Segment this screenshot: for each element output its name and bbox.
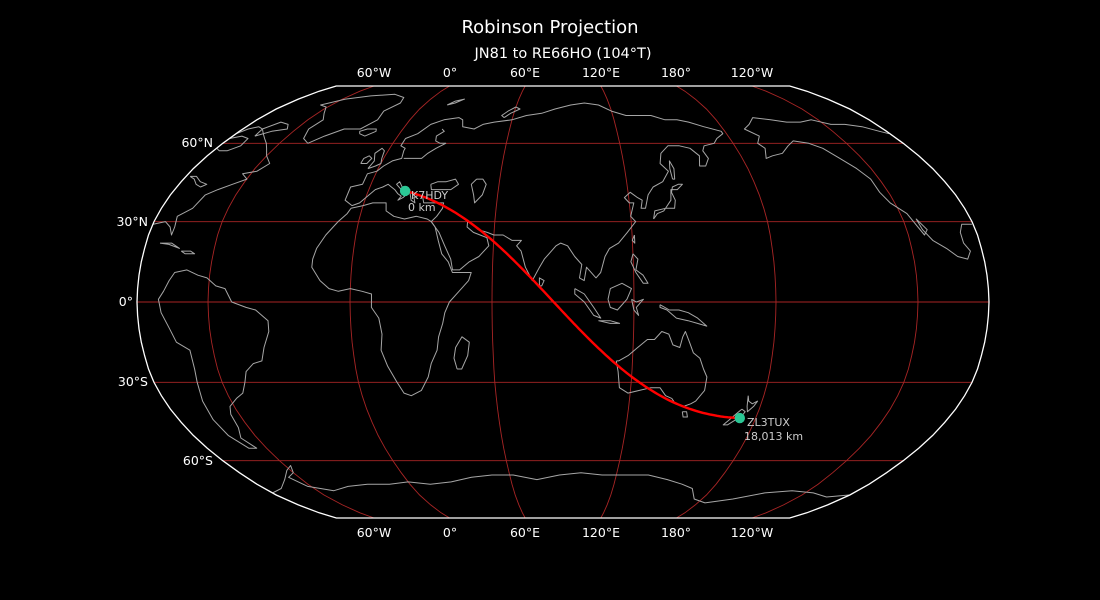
marker-from [399,185,411,197]
coastline-path [607,282,632,311]
from-distance-label: 0 km [408,201,436,214]
bottom-longitude-axis: 60°W 0° 60°E 120°E 180° 120°W [357,525,773,540]
lat-label-60n: 60°N [181,135,213,150]
coastline-path [615,331,708,407]
coastline-path [653,183,683,220]
coastline-path [311,202,472,397]
lat-label-60s: 60°S [183,453,213,468]
coastline-path [180,250,196,255]
coastline-path [360,155,373,164]
coastline-path [630,253,649,284]
latitude-axis: 60°N 30°N 0° 30°S 60°S [116,135,213,468]
meridian-line [207,85,375,519]
from-callsign-label: K7HDY [411,189,448,202]
coastline-path [303,93,405,144]
bottom-axis-label-0: 0° [443,525,457,540]
top-axis-label-60w: 60°W [357,65,392,80]
coastline-path [743,117,972,260]
coastline-path [722,408,746,426]
coastline-path [254,121,289,137]
coastline-path [538,277,545,287]
bottom-axis-label-60w: 60°W [357,525,392,540]
map-outline [136,85,990,519]
coastline-path [631,298,644,316]
top-longitude-axis: 60°W 0° 60°E 120°E 180° 120°W [357,65,773,80]
meridian-line [751,85,919,519]
top-axis-label-120w: 120°W [731,65,773,80]
coastline-path [216,135,249,152]
top-axis-label-120e: 120°E [582,65,620,80]
coastline-path [598,320,621,324]
top-axis-label-60e: 60°E [510,65,540,80]
coastline-path [359,128,377,137]
coastline-path [574,288,602,319]
top-axis-label-180: 180° [661,65,691,80]
great-circle-path [403,189,741,420]
graticule-layer [137,85,989,519]
marker-to [734,412,745,424]
coastline-path [470,178,487,204]
meridian-line [491,85,526,519]
lat-label-0: 0° [119,294,133,309]
bottom-axis-label-60e: 60°E [510,525,540,540]
bottom-axis-label-120w: 120°W [731,525,773,540]
lat-label-30s: 30°S [118,374,148,389]
coastlines-layer [153,93,972,504]
coastline-path [659,304,708,327]
coastline-path [681,411,688,418]
coastline-path [153,126,271,236]
coastline-path [403,128,447,159]
coastline-path [501,106,521,119]
coastline-path [453,336,470,370]
map-boundary-layer [136,85,990,519]
coastline-path [668,160,676,180]
coastline-path [189,175,208,188]
top-axis-label-0: 0° [443,65,457,80]
endpoint-labels: K7HDY 0 km ZL3TUX 18,013 km [408,189,803,443]
bottom-axis-label-180: 180° [661,525,691,540]
coastline-path [157,269,270,449]
coastline-path [272,465,850,504]
coastline-path [367,147,385,170]
meridian-line [600,85,635,519]
lat-label-30n: 30°N [116,214,148,229]
coastline-path [746,395,759,413]
coastline-path [159,242,180,249]
meridian-line [349,85,450,519]
coastline-path [430,178,459,191]
meridian-line [676,85,777,519]
figure-subtitle: JN81 to RE66HO (104°T) [473,46,651,62]
to-callsign-label: ZL3TUX [747,416,790,429]
figure-title: Robinson Projection [461,17,638,38]
to-distance-label: 18,013 km [744,430,803,443]
coastline-path [631,234,636,244]
great-circle-layer [399,185,745,424]
bottom-axis-label-120e: 120°E [582,525,620,540]
coastline-path [446,98,465,106]
